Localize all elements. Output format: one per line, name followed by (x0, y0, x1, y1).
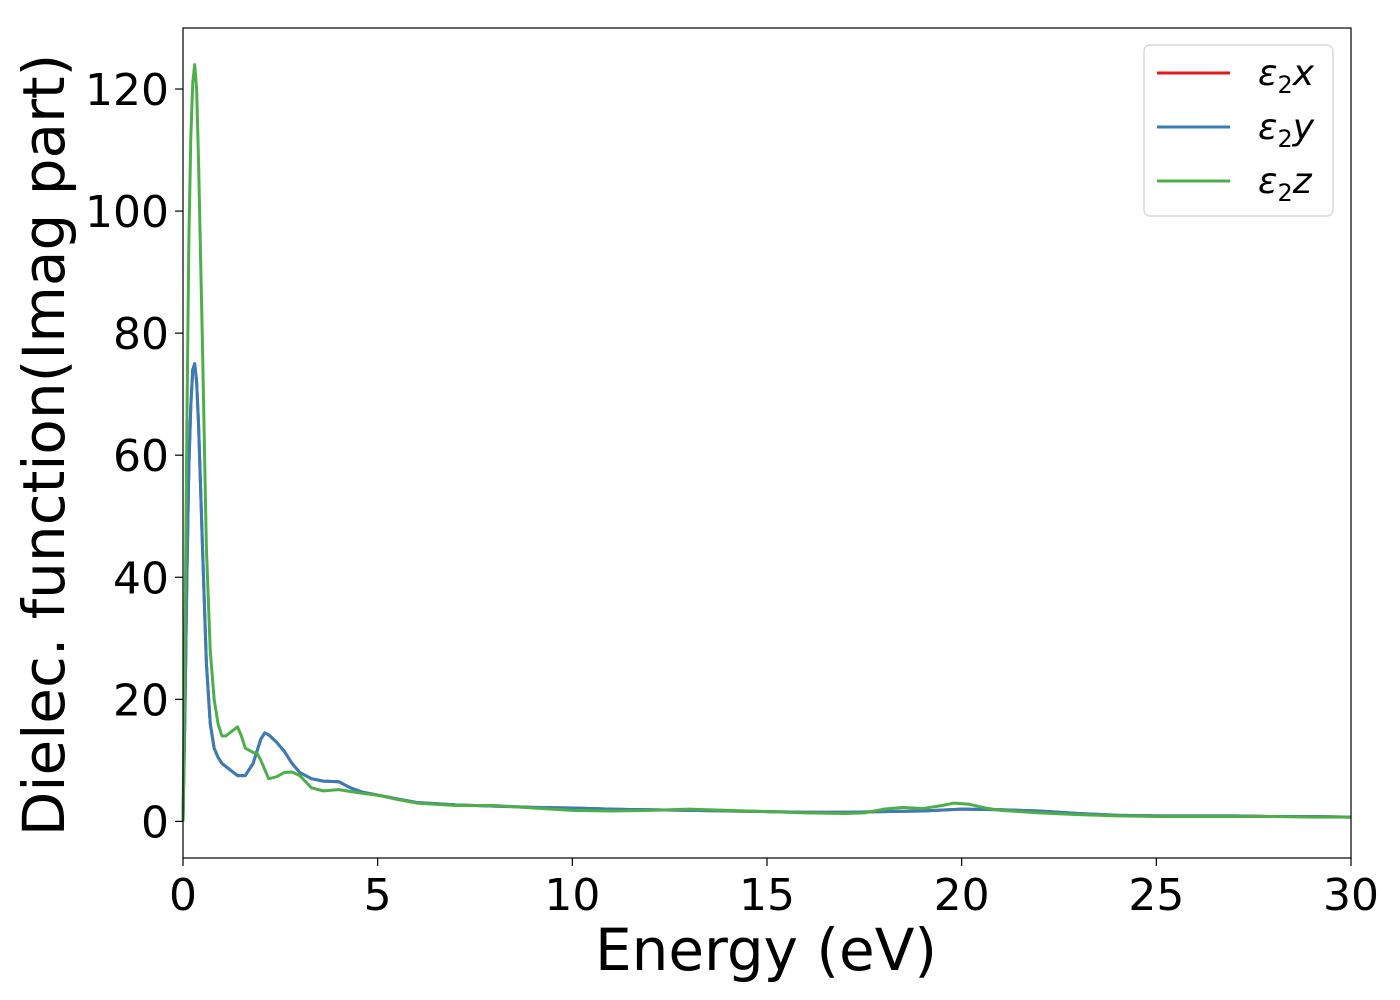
series-line-z (181, 63, 1351, 822)
legend-label-z: ε2z (1258, 161, 1313, 207)
x-tick-label: 25 (1128, 870, 1184, 921)
y-tick-label: 60 (113, 431, 169, 482)
y-tick-label: 0 (141, 797, 169, 848)
legend-box (1143, 44, 1334, 217)
x-tick-label: 30 (1323, 870, 1379, 921)
legend-label-x: ε2x (1258, 53, 1315, 99)
x-tick-label: 20 (934, 870, 990, 921)
series-layer (181, 63, 1352, 822)
y-tick-label: 40 (113, 553, 169, 604)
y-tick-label: 120 (85, 65, 169, 116)
y-tick-label: 20 (113, 675, 169, 726)
y-axis: 0 20 40 60 80 100 120 (85, 65, 183, 848)
y-tick-label: 80 (113, 309, 169, 360)
x-tick-label: 15 (739, 870, 795, 921)
x-tick-label: 5 (364, 870, 392, 921)
x-tick-label: 0 (169, 870, 197, 921)
x-axis: 0 5 10 15 20 25 30 (169, 858, 1379, 921)
y-axis-title: Dielec. function(Imag part) (10, 54, 78, 837)
legend: ε2x ε2y ε2z (1143, 44, 1334, 217)
legend-label-y: ε2y (1258, 107, 1315, 153)
x-tick-label: 10 (544, 870, 600, 921)
x-axis-title: Energy (eV) (595, 916, 937, 984)
y-tick-label: 100 (85, 187, 169, 238)
series-line-y (181, 362, 1352, 822)
